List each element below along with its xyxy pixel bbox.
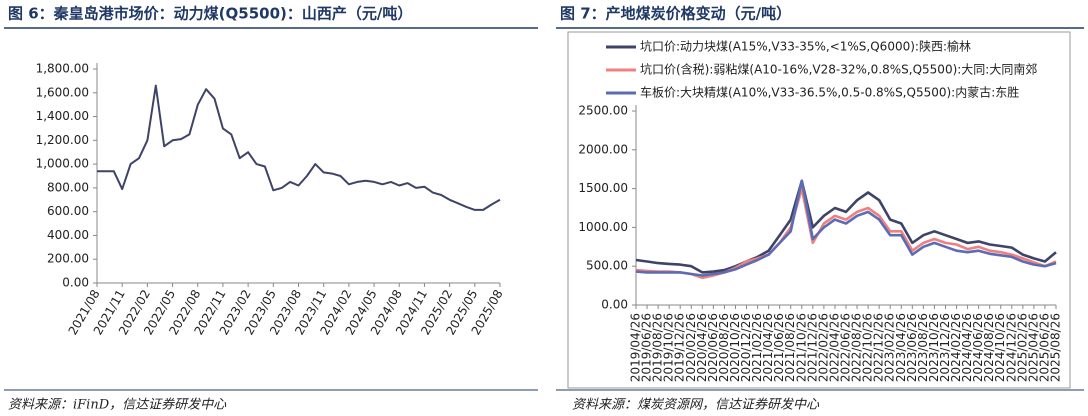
x-tick-label: 2020/06/26 [706, 313, 720, 382]
x-tick-label: 2020/10/26 [728, 313, 742, 382]
x-tick-label: 2020/12/26 [739, 313, 753, 382]
x-tick-label: 2021/12/26 [805, 313, 819, 382]
y-tick-label: 0.00 [62, 276, 89, 290]
x-tick-label: 2020/04/26 [695, 313, 709, 382]
y-tick-label: 1,200.00 [36, 133, 89, 147]
series-line [635, 179, 1057, 277]
y-tick-label: 200.00 [47, 252, 89, 266]
x-tick-label: 2024/06/26 [971, 313, 985, 382]
y-tick-label: 1,400.00 [36, 109, 89, 123]
y-tick-label: 0.00 [601, 298, 628, 312]
y-tick-label: 500.00 [586, 259, 628, 273]
x-tick-label: 2019/06/26 [640, 313, 654, 382]
y-tick-label: 600.00 [47, 204, 89, 218]
y-tick-label: 2500.00 [578, 104, 628, 118]
x-tick-label: 2022/04/26 [827, 313, 841, 382]
chart-frame [567, 31, 1071, 389]
y-tick-label: 400.00 [47, 228, 89, 242]
y-tick-label: 800.00 [47, 180, 89, 194]
x-tick-label: 2025/08/26 [1049, 313, 1063, 382]
x-tick-label: 2020/08/26 [717, 313, 731, 382]
y-tick-label: 1000.00 [578, 220, 628, 234]
y-tick-label: 1,600.00 [36, 85, 89, 99]
x-tick-label: 2023/04/26 [894, 313, 908, 382]
y-tick-label: 1,000.00 [36, 157, 89, 171]
x-tick-label: 2019/12/26 [673, 313, 687, 382]
y-tick-label: 2000.00 [578, 142, 628, 156]
x-tick-label: 2024/12/26 [1004, 313, 1018, 382]
x-tick-label: 2025/06/26 [1037, 313, 1051, 382]
x-tick-label: 2021/04/26 [761, 313, 775, 382]
x-tick-label: 2024/04/26 [960, 313, 974, 382]
x-tick-label: 2019/08/26 [651, 313, 665, 382]
y-tick-label: 1,800.00 [36, 62, 89, 76]
x-tick-label: 2024/08/26 [982, 313, 996, 382]
chart-title: 图 7：产地煤炭价格变动（元/吨） [560, 5, 791, 23]
source-note: 资料来源：iFinD，信达证券研发中心 [8, 398, 227, 413]
chart-title: 图 6：秦皇岛港市场价：动力煤(Q5500)：山西产（元/吨） [8, 5, 412, 23]
x-tick-label: 2019/04/26 [629, 313, 643, 382]
x-tick-label: 2020/02/26 [684, 313, 698, 382]
series-line [635, 187, 1057, 280]
x-tick-label: 2022/10/26 [861, 313, 875, 382]
x-tick-label: 2022/08/26 [850, 313, 864, 382]
x-tick-label: 2021/10/26 [794, 313, 808, 382]
x-tick-label: 2022/06/26 [839, 313, 853, 382]
x-tick-label: 2023/10/26 [927, 313, 941, 382]
x-tick-label: 2022/02/26 [816, 313, 830, 382]
x-tick-label: 2024/10/26 [993, 313, 1007, 382]
x-tick-label: 2021/02/26 [750, 313, 764, 382]
x-tick-label: 2021/06/26 [772, 313, 786, 382]
x-tick-label: 2023/12/26 [938, 313, 952, 382]
x-tick-label: 2021/08/26 [783, 313, 797, 382]
x-tick-label: 2025/02/26 [1015, 313, 1029, 382]
x-tick-label: 2024/02/26 [949, 313, 963, 382]
series-line [97, 84, 501, 211]
x-tick-label: 2022/12/26 [872, 313, 886, 382]
x-tick-label: 2025/04/26 [1026, 313, 1040, 382]
series-line [635, 179, 1057, 274]
legend-label: 坑口价:动力块煤(A15%,V33-35%,<1%S,Q6000):陕西:榆林 [640, 39, 971, 54]
x-tick-label: 2019/10/26 [662, 313, 676, 382]
legend-label: 车板价:大块精煤(A10%,V33-36.5%,0.5-0.8%S,Q5500)… [640, 85, 1019, 100]
legend-label: 坑口价(含税):弱粘煤(A10-16%,V28-32%,0.8%S,Q5500)… [640, 62, 1037, 77]
source-note: 资料来源：煤炭资源网，信达证券研发中心 [572, 398, 820, 413]
y-tick-label: 1500.00 [578, 181, 628, 195]
x-tick-label: 2023/06/26 [905, 313, 919, 382]
x-tick-label: 2023/02/26 [883, 313, 897, 382]
x-tick-label: 2023/08/26 [916, 313, 930, 382]
